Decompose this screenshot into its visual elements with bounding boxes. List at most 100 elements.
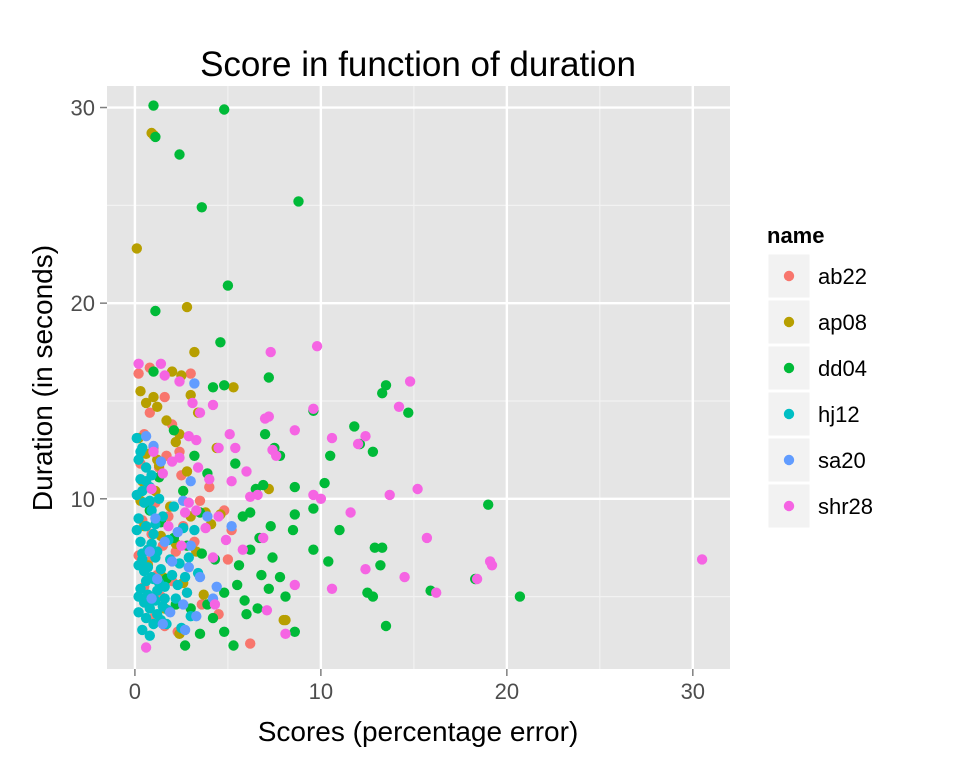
- point-shr28: [486, 560, 498, 571]
- point-shr28: [174, 376, 185, 387]
- point-dd04: [334, 524, 345, 536]
- legend-label: dd04: [818, 356, 867, 381]
- point-sa20: [159, 536, 170, 547]
- chart-title: Score in function of duration: [200, 45, 636, 84]
- point-dd04: [232, 579, 243, 591]
- point-dd04: [274, 571, 286, 583]
- point-sa20: [165, 607, 176, 618]
- x-tick-label: 0: [129, 679, 141, 704]
- point-shr28: [194, 407, 206, 418]
- point-dd04: [287, 524, 299, 536]
- legend-label: ab22: [818, 264, 867, 289]
- point-shr28: [393, 401, 405, 412]
- point-hj12: [148, 528, 159, 540]
- point-hj12: [146, 538, 157, 549]
- y-tick-label: 30: [71, 96, 95, 121]
- point-sa20: [144, 546, 155, 557]
- legend-label: ap08: [818, 310, 867, 335]
- legend-label: sa20: [818, 448, 866, 473]
- point-ap08: [181, 466, 193, 477]
- point-dd04: [168, 425, 180, 436]
- point-shr28: [271, 450, 282, 461]
- point-hj12: [133, 607, 144, 618]
- x-tick-label: 10: [309, 679, 333, 704]
- point-ab22: [133, 368, 144, 379]
- point-shr28: [241, 466, 252, 477]
- point-shr28: [431, 587, 442, 598]
- point-ap08: [140, 397, 152, 409]
- point-dd04: [219, 626, 230, 637]
- point-ab22: [159, 391, 170, 403]
- point-shr28: [696, 554, 708, 565]
- point-dd04: [289, 509, 300, 520]
- point-dd04: [267, 552, 278, 563]
- point-shr28: [399, 571, 410, 583]
- point-shr28: [471, 573, 483, 585]
- point-shr28: [209, 599, 221, 610]
- point-dd04: [245, 544, 256, 555]
- point-shr28: [213, 511, 224, 522]
- point-sa20: [179, 624, 191, 636]
- point-dd04: [265, 521, 276, 532]
- point-hj12: [170, 593, 181, 604]
- point-ap08: [152, 401, 163, 412]
- point-shr28: [263, 411, 274, 422]
- point-dd04: [219, 587, 230, 598]
- point-hj12: [181, 587, 193, 598]
- point-dd04: [375, 560, 386, 571]
- point-shr28: [289, 579, 300, 591]
- point-hj12: [140, 462, 152, 473]
- point-dd04: [219, 104, 230, 115]
- point-dd04: [179, 640, 191, 651]
- point-dd04: [207, 382, 219, 393]
- point-sa20: [157, 618, 168, 630]
- point-hj12: [137, 485, 148, 497]
- point-dd04: [308, 503, 319, 514]
- point-dd04: [263, 583, 274, 594]
- point-sa20: [211, 581, 222, 592]
- point-shr28: [179, 507, 191, 518]
- point-dd04: [323, 556, 334, 567]
- point-dd04: [258, 479, 269, 491]
- data-points: [131, 100, 708, 653]
- point-sa20: [155, 456, 167, 467]
- point-dd04: [293, 196, 304, 207]
- legend-key-swatch: [783, 454, 795, 466]
- point-shr28: [258, 532, 269, 544]
- point-ap08: [148, 391, 159, 403]
- point-ap08: [135, 386, 146, 397]
- point-hj12: [140, 476, 152, 487]
- point-dd04: [194, 628, 206, 639]
- point-hj12: [152, 546, 163, 557]
- point-shr28: [230, 442, 241, 454]
- point-sa20: [185, 540, 196, 551]
- point-dd04: [256, 569, 267, 581]
- y-axis-title: Duration (in seconds): [27, 245, 58, 511]
- point-dd04: [230, 458, 241, 469]
- point-hj12: [168, 501, 180, 512]
- point-hj12: [144, 630, 155, 641]
- point-shr28: [133, 358, 144, 369]
- point-hj12: [146, 505, 157, 516]
- legend-label: hj12: [818, 402, 860, 427]
- point-shr28: [311, 341, 323, 352]
- point-dd04: [289, 626, 300, 637]
- point-ap08: [228, 382, 239, 393]
- point-dd04: [228, 640, 239, 651]
- point-ap08: [131, 243, 142, 254]
- point-shr28: [404, 376, 416, 387]
- point-dd04: [367, 446, 379, 457]
- point-ab22: [204, 481, 215, 493]
- point-dd04: [325, 450, 336, 461]
- point-dd04: [319, 477, 330, 489]
- point-sa20: [183, 562, 194, 573]
- point-ap08: [161, 415, 172, 426]
- point-dd04: [369, 542, 380, 553]
- point-hj12: [140, 521, 152, 532]
- point-hj12: [133, 591, 144, 602]
- point-hj12: [155, 564, 167, 575]
- legend-key: [767, 391, 811, 437]
- point-shr28: [237, 544, 248, 555]
- point-shr28: [204, 474, 215, 485]
